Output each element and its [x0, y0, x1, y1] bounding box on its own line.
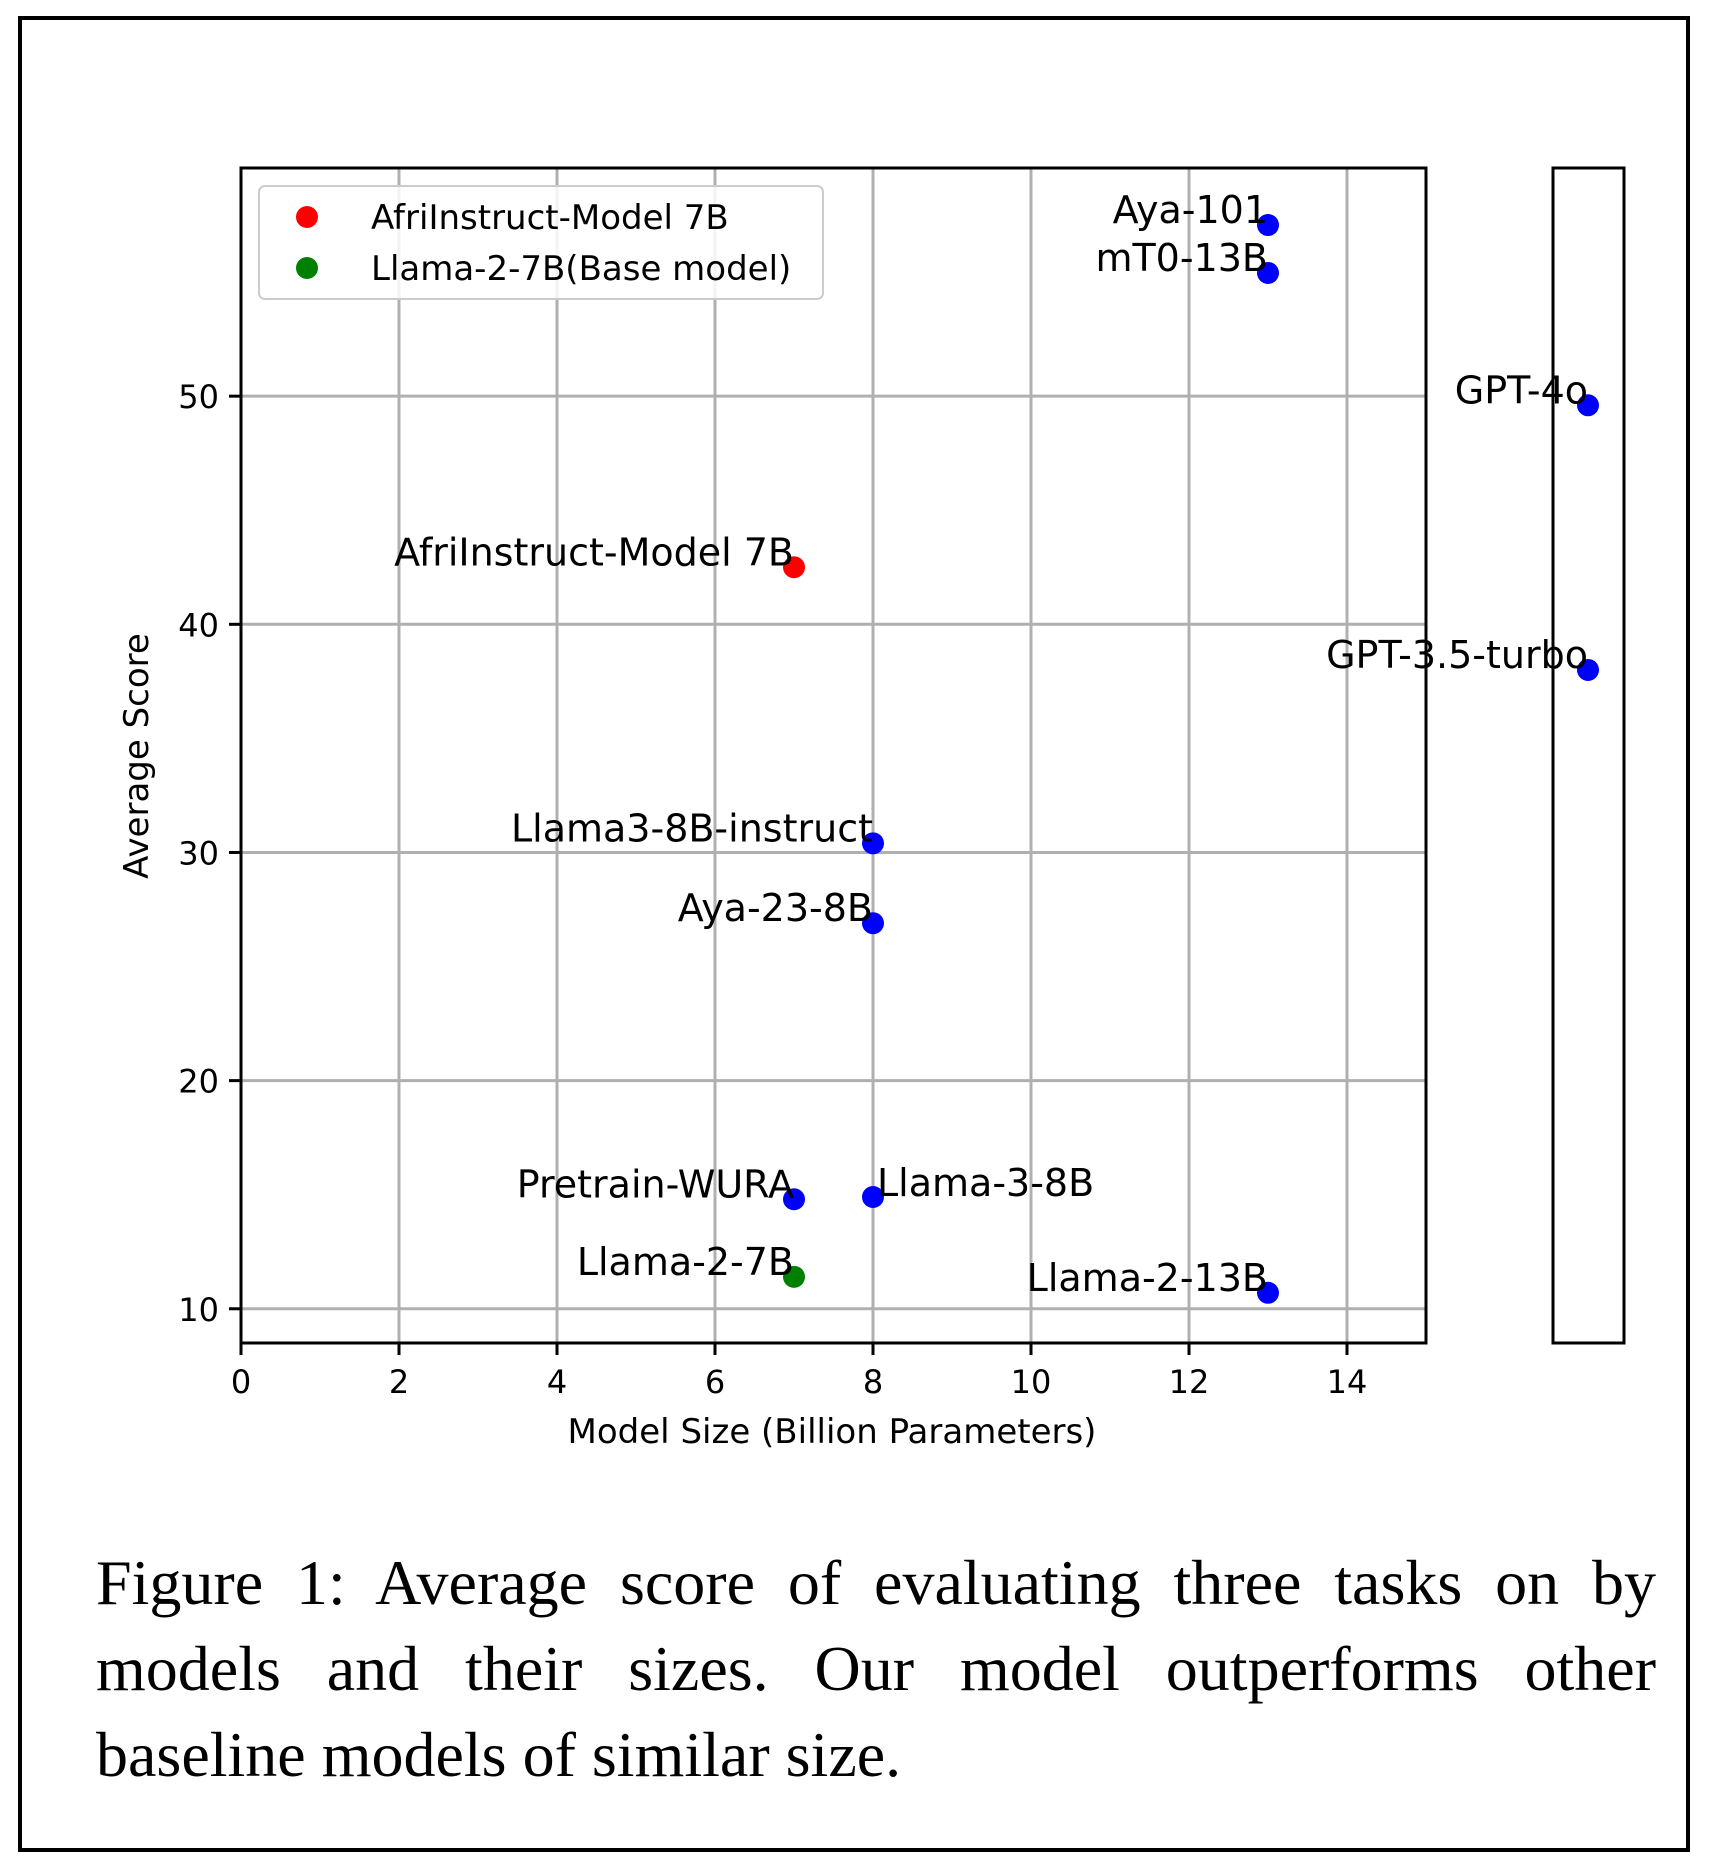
axes: 0 2 4 6 8 10 12 14 10 20 30 40 50: [178, 166, 1626, 1401]
side-panel-point: [1577, 658, 1599, 681]
point-label: mT0-13B: [1095, 236, 1268, 280]
point-label: Llama-3-8B: [877, 1161, 1094, 1205]
legend: AfriInstruct-Model 7B Llama-2-7B(Base mod…: [258, 185, 824, 300]
x-tick-label: 0: [231, 1363, 251, 1401]
point-label: Aya-101: [1113, 188, 1268, 232]
side-panel-point-label: GPT-4o: [1455, 368, 1588, 412]
data-point: [783, 1265, 805, 1288]
y-tick-label: 50: [178, 378, 219, 416]
point-label: Llama-2-7B: [577, 1240, 794, 1284]
data-point: [862, 1185, 884, 1208]
x-tick-label: 8: [863, 1363, 883, 1401]
figure-frame: [18, 16, 1690, 1852]
y-axis-label: Average Score: [117, 633, 157, 879]
plot-area-frame: [239, 166, 1428, 1345]
side-panel-frame: [1551, 166, 1626, 1345]
y-tick-label: 40: [178, 606, 219, 644]
x-tick-label: 2: [389, 1363, 409, 1401]
x-tick-label: 6: [705, 1363, 725, 1401]
legend-label: AfriInstruct-Model 7B: [371, 198, 729, 238]
legend-label: Llama-2-7B(Base model): [371, 249, 791, 289]
figure-caption: Figure 1: Average score of evaluating th…: [96, 1547, 1656, 1790]
x-tick-label: 4: [547, 1363, 567, 1401]
data-point: [783, 1188, 805, 1211]
legend-marker: [296, 206, 318, 228]
legend-marker: [296, 257, 318, 279]
side-panel-point: [1577, 394, 1599, 417]
data-point: [1257, 261, 1279, 284]
data-points: [783, 214, 1599, 1304]
x-tick-label: 12: [1169, 1363, 1210, 1401]
point-label: AfriInstruct-Model 7B: [394, 530, 794, 574]
side-panel-point-label: GPT-3.5-turbo: [1326, 633, 1588, 677]
y-tick-label: 30: [178, 834, 219, 872]
grid-lines: [239, 168, 1426, 1343]
point-label: Llama-2-13B: [1027, 1256, 1268, 1300]
data-point: [862, 912, 884, 935]
y-tick-label: 10: [178, 1291, 219, 1329]
x-tick-label: 14: [1327, 1363, 1368, 1401]
data-point: [783, 556, 805, 579]
data-point: [1257, 1281, 1279, 1304]
point-label: Aya-23-8B: [678, 886, 873, 930]
x-axis-label: Model Size (Billion Parameters): [568, 1412, 1097, 1452]
point-label: Llama3-8B-instruct: [511, 806, 873, 850]
point-labels: AfriInstruct-Model 7B Llama-2-7B Pretrain-…: [394, 188, 1588, 1300]
legend-box: [258, 185, 824, 300]
data-point: [862, 832, 884, 855]
y-tick-label: 20: [178, 1063, 219, 1101]
point-label: Pretrain-WURA: [517, 1162, 794, 1206]
x-tick-label: 10: [1011, 1363, 1052, 1401]
scatter-chart: 0 2 4 6 8 10 12 14 10 20 30 40 50 AfriInstruct-Model…: [117, 166, 1626, 1452]
data-point: [1257, 214, 1279, 237]
